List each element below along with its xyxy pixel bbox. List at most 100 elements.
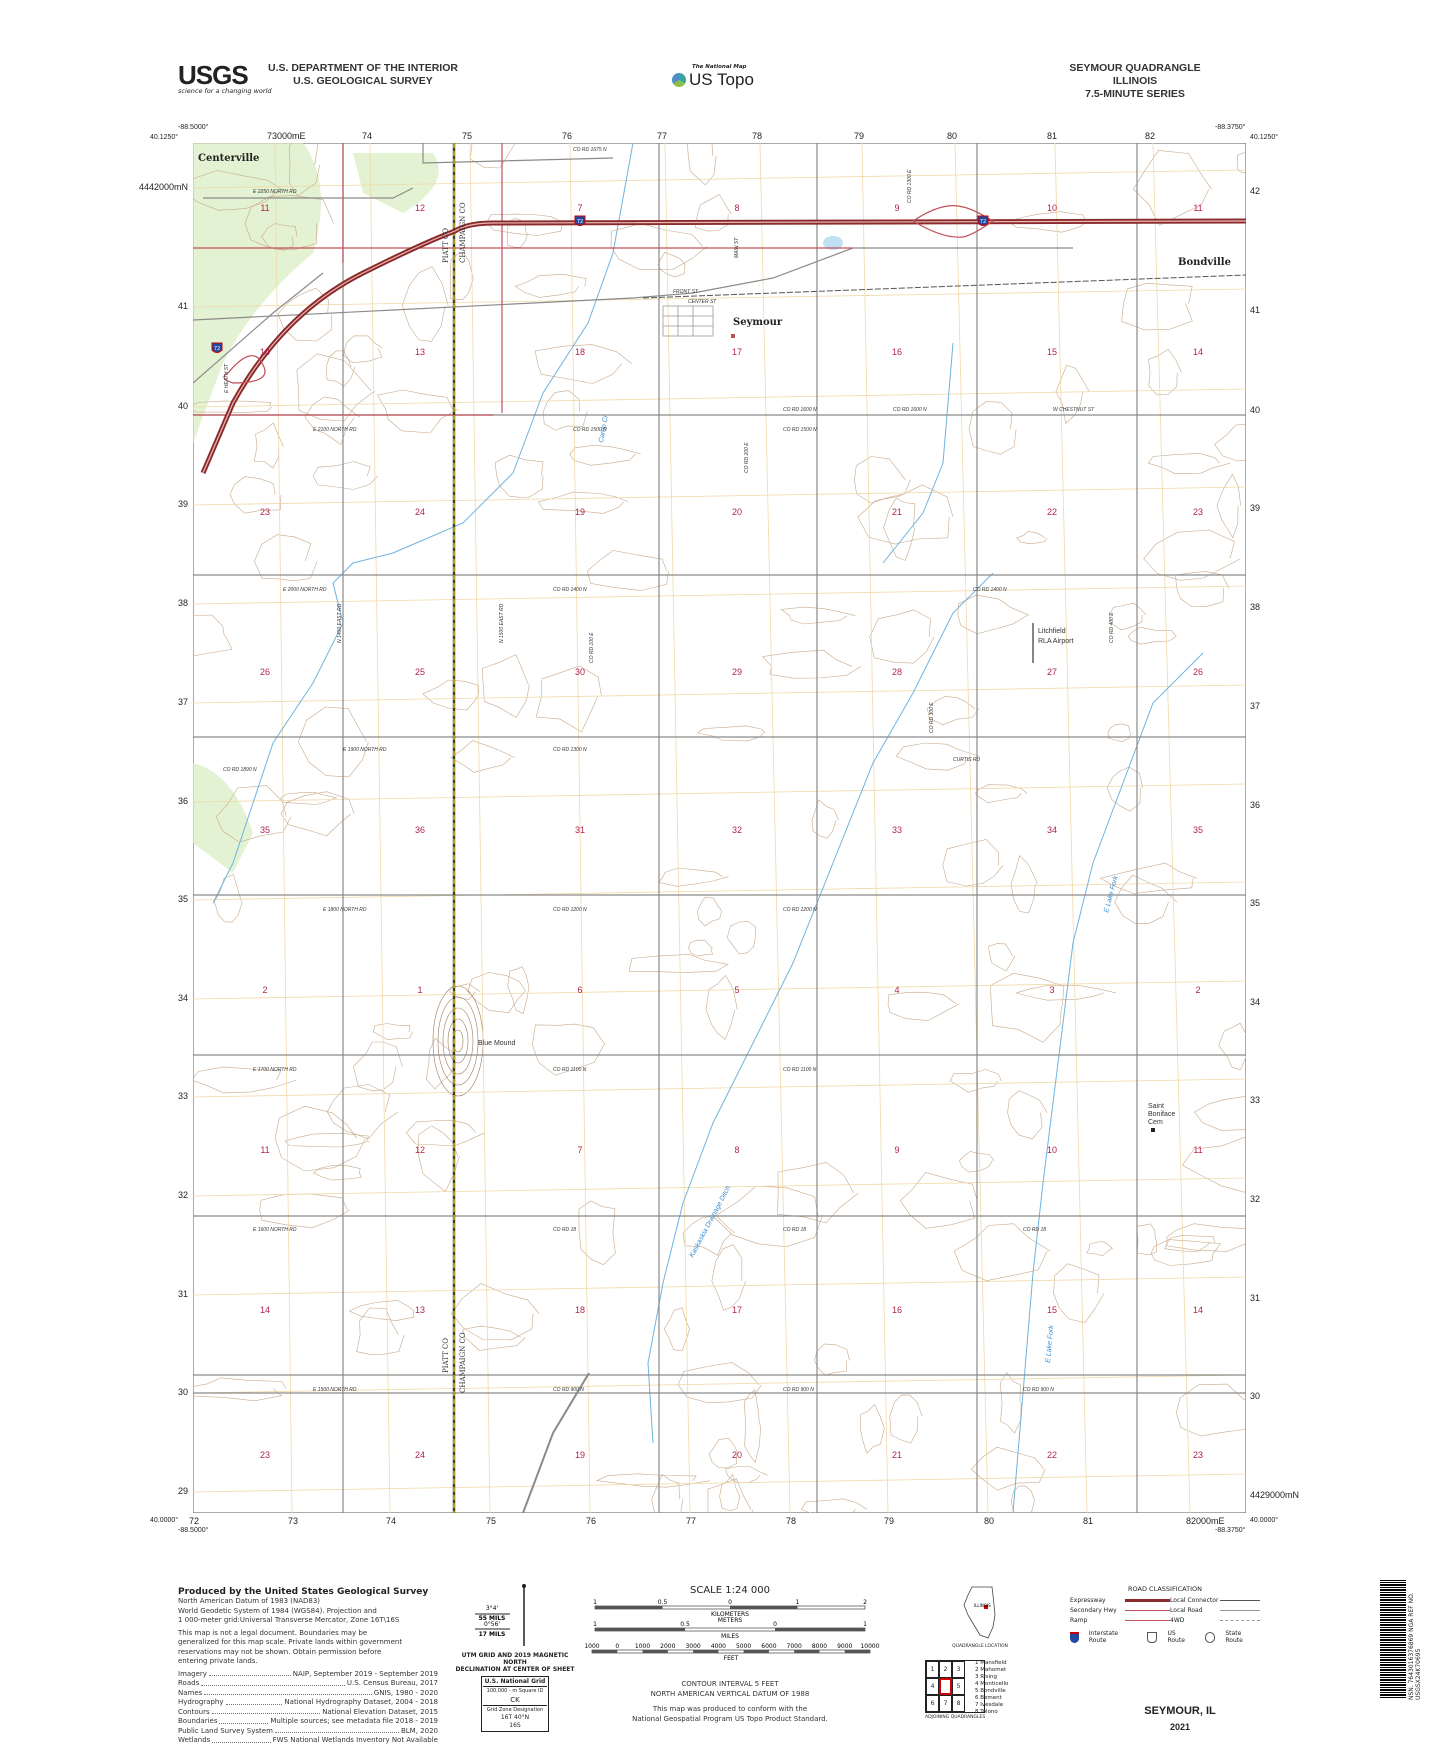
road-label: E 1500 NORTH RD	[313, 1387, 357, 1393]
section-number: 13	[415, 347, 425, 357]
contour-line	[534, 344, 632, 384]
section-number: 8	[734, 1145, 739, 1155]
northing-label-left: 33	[177, 1091, 188, 1101]
northing-label-right: 41	[1250, 305, 1261, 315]
road-label: CO RD 1200 N	[553, 907, 587, 913]
utm-grid-line	[193, 585, 1246, 605]
scale-tick: 1000	[584, 1643, 599, 1650]
cemetery-label: Boniface	[1148, 1111, 1175, 1118]
contour-line	[707, 1478, 754, 1513]
source-row: Wetlands FWS National Wetlands Inventory …	[178, 1736, 438, 1746]
adjoining-cell: 2	[939, 1661, 952, 1678]
section-number: 11	[260, 203, 269, 213]
section-number: 19	[575, 1450, 585, 1460]
contour-line	[889, 1394, 923, 1444]
note-line: 4 Monticello	[975, 1681, 1009, 1687]
road-label: N 1400 EAST RD	[337, 603, 343, 643]
road-label: CO RD 1500 N	[573, 427, 607, 433]
contour-line	[811, 799, 840, 839]
contour-line	[859, 1403, 886, 1454]
vertical-datum: NORTH AMERICAN VERTICAL DATUM OF 1988	[650, 1689, 810, 1698]
contour-line	[968, 401, 1017, 455]
scale-title: SCALE 1:24 000	[690, 1585, 770, 1596]
section-number: 14	[1193, 347, 1203, 357]
utm-grid-line	[274, 143, 293, 1513]
section-number: 14	[1193, 1305, 1203, 1315]
section-number: 11	[1193, 1145, 1202, 1155]
north-arrow-icon: 3°4' 55 MILS 0°56' 17 MILS	[475, 1584, 526, 1646]
source-row: Contours National Elevation Dataset, 2015	[178, 1708, 438, 1718]
legend-local-swatch	[1220, 1610, 1260, 1611]
contour-line	[1136, 1223, 1157, 1255]
scale-tick: 7000	[787, 1643, 802, 1650]
road-label: CENTER ST	[688, 299, 717, 305]
source-name: Names	[178, 1688, 203, 1697]
corner-lat-bottom-left: 40.0000°	[150, 1517, 179, 1524]
contour-line	[1147, 453, 1230, 475]
section-number: 32	[732, 825, 742, 835]
county-label-champaign: CHAMPAIGN CO	[459, 1332, 467, 1393]
road-label: CO RD 400 E	[1109, 612, 1115, 643]
contour-line	[1114, 874, 1178, 924]
easting-label-top: 77	[657, 131, 668, 141]
contour-line	[883, 497, 916, 561]
contour-line	[569, 444, 641, 466]
northing-label-left: 41	[177, 301, 188, 311]
source-value: BLM, 2020	[400, 1726, 438, 1735]
seymour-building-marker	[731, 334, 735, 338]
us-route-shield-icon	[1146, 1631, 1158, 1643]
northing-label-left: 37	[177, 697, 188, 707]
camp-creek	[212, 143, 634, 904]
contour-line	[895, 742, 980, 771]
utm-grid-line	[469, 143, 491, 1513]
contour-line	[1055, 364, 1090, 425]
contour-line	[261, 223, 298, 251]
contour-lines	[193, 143, 1246, 1513]
e-lake-fork-label: E Lake Fork	[1045, 1324, 1055, 1363]
datum-notes: North American Datum of 1983 (NAD83) Worl…	[178, 1597, 438, 1626]
contour-line	[514, 273, 587, 298]
usgs-logo: USGS science for a changing world	[178, 60, 272, 95]
state-label: ILLINOIS	[974, 1603, 991, 1608]
legend-local-road: Local Road	[1170, 1607, 1203, 1614]
note-line: generalized for this map scale. Private …	[178, 1638, 403, 1646]
contour-line	[1107, 723, 1132, 743]
note-line: World Geodetic System of 1984 (WGS84). P…	[178, 1606, 377, 1615]
contour-line	[467, 972, 527, 1014]
section-number: 7	[577, 1145, 582, 1155]
contour-line	[1099, 862, 1197, 894]
contour-line	[1181, 1136, 1246, 1193]
scale-unit: KILOMETERS	[711, 1611, 749, 1618]
contour-line	[696, 725, 766, 742]
section-number: 10	[1047, 1145, 1057, 1155]
source-value: NAIP, September 2019 - September 2019	[292, 1669, 438, 1678]
quadrangle-location: ILLINOIS QUADRANGLE LOCATION	[935, 1585, 1025, 1649]
adjoining-cell: 4	[926, 1678, 939, 1695]
note-line: This map is not a legal document. Bounda…	[178, 1628, 368, 1637]
adjoining-names: 1 Mansfield 2 Mahomet 3 Rising 4 Monticello…	[975, 1660, 1008, 1716]
contour-line	[959, 1151, 995, 1173]
northing-label-left: 36	[177, 796, 188, 806]
utm-grid-line	[193, 486, 1246, 506]
section-number: 33	[892, 825, 902, 835]
blue-mound-contour	[447, 1018, 469, 1064]
quad-location-caption: QUADRANGLE LOCATION	[952, 1644, 1008, 1649]
contour-line	[1015, 985, 1117, 1001]
scale-segment	[642, 1650, 668, 1653]
easting-label-bottom: 81	[1083, 1516, 1094, 1526]
corner-lat-top-left: 40.1250°	[150, 134, 179, 141]
section-number: 9	[894, 1145, 899, 1155]
woodland-area	[193, 763, 253, 873]
contour-line	[1148, 348, 1182, 396]
camp-creek-label: Camp Cr	[598, 414, 610, 443]
scale-tick: 6000	[761, 1643, 776, 1650]
easting-label-top: 75	[462, 131, 473, 141]
scale-tick: 0	[728, 1599, 732, 1606]
contour-line	[422, 679, 479, 711]
source-value: U.S. Census Bureau, 2017	[346, 1679, 438, 1687]
declination-caption-2: DECLINATION AT CENTER OF SHEET	[455, 1666, 575, 1673]
barcode-text: NSN. 7643016376869 NGA REF NO. USGSX24K7…	[1408, 1592, 1422, 1700]
source-row: Roads U.S. Census Bureau, 2017	[178, 1679, 438, 1689]
legal-notes: This map is not a legal document. Bounda…	[178, 1629, 438, 1667]
